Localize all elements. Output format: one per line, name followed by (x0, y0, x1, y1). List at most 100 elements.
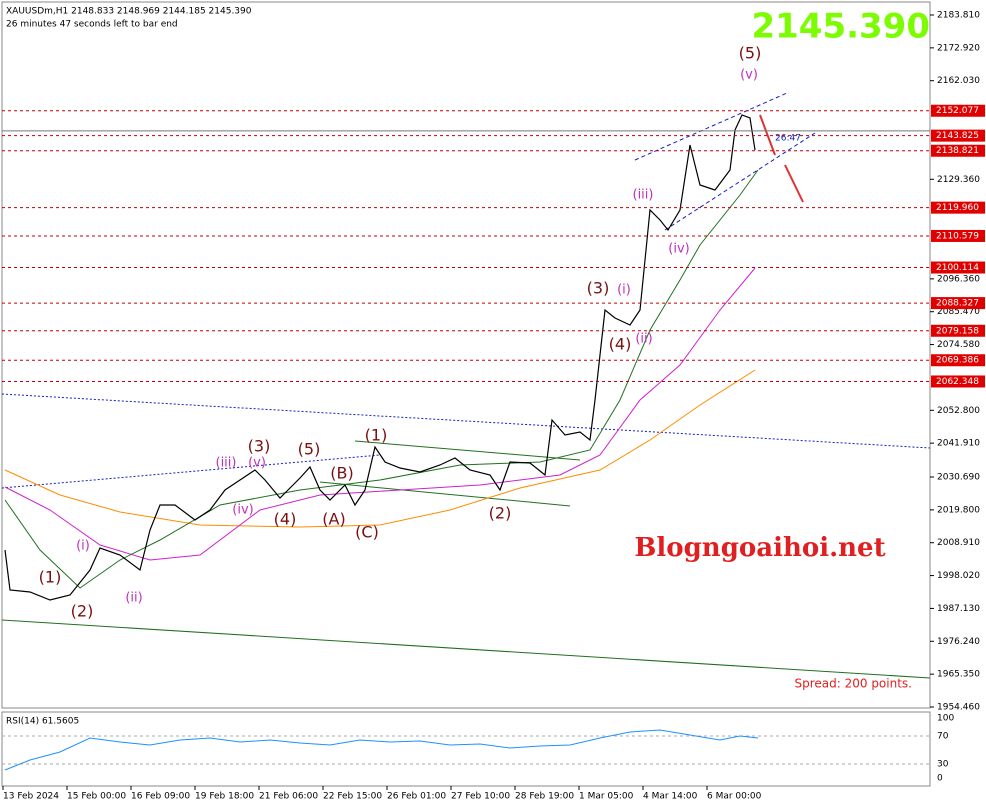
timer-line: 26 minutes 47 seconds left to bar end (6, 20, 178, 30)
wave-label: (iv) (232, 503, 253, 518)
price-label: 2008.910 (937, 538, 980, 548)
level-box (931, 354, 985, 367)
price-label: 2030.690 (937, 472, 980, 482)
wave-label: (iv) (668, 242, 689, 257)
countdown: 26:47 (775, 134, 801, 144)
moving-average (4, 369, 756, 528)
level-box (931, 324, 985, 337)
time-label: 27 Feb 10:00 (451, 792, 510, 802)
rsi-scale: 0 (937, 774, 943, 784)
level-label: 2138.821 (936, 146, 979, 156)
wave-label: (v) (740, 68, 758, 83)
level-box (931, 297, 985, 310)
time-label: 26 Feb 01:00 (387, 792, 446, 802)
trend-line (319, 481, 571, 507)
price-label: 2129.360 (937, 175, 980, 185)
level-label: 2088.327 (936, 299, 979, 309)
level-label: 2062.348 (936, 377, 979, 387)
wave-label: (iii) (216, 456, 237, 471)
time-label: 4 Mar 14:00 (643, 792, 698, 802)
time-label: 16 Feb 09:00 (131, 792, 190, 802)
level-label: 2110.579 (936, 231, 979, 241)
wave-label: (3) (587, 279, 610, 298)
rsi-line (4, 729, 759, 771)
level-box (931, 104, 985, 117)
time-label: 19 Feb 18:00 (195, 792, 254, 802)
time-label: 15 Feb 00:00 (67, 792, 126, 802)
level-label: 2143.825 (936, 131, 979, 141)
big-price: 2145.390 (751, 7, 930, 47)
level-label: 2079.158 (936, 326, 979, 336)
wave-label: (iii) (633, 188, 654, 203)
price-label: 1987.130 (937, 604, 980, 614)
wave-label: (4) (609, 335, 632, 354)
wave-label: (1) (39, 568, 62, 587)
trend-line (354, 440, 581, 461)
wave-label: (2) (489, 504, 512, 523)
level-box (931, 144, 985, 157)
wave-label: (v) (248, 456, 266, 471)
wave-label: (B) (330, 464, 353, 483)
wave-label: (i) (617, 283, 631, 298)
time-label: 6 Mar 00:00 (707, 792, 762, 802)
level-label: 2119.960 (936, 203, 979, 213)
level-label: 2152.077 (936, 106, 979, 116)
rsi-scale: 30 (937, 760, 949, 770)
moving-average (4, 267, 756, 561)
level-box (931, 229, 985, 242)
price-label: 2162.030 (937, 76, 980, 86)
trend-line (1, 454, 381, 489)
wave-label: (ii) (125, 591, 142, 606)
moving-average (4, 169, 759, 589)
price-label: 2074.580 (937, 340, 980, 350)
price-label: 2172.920 (937, 43, 980, 53)
rsi-scale: 100 (937, 714, 954, 724)
wave-label: (4) (274, 510, 297, 529)
trend-line (1, 393, 931, 449)
price-label: 1954.460 (937, 703, 980, 713)
channel-line (664, 132, 816, 231)
watermark: Blogngoaihoi.net (634, 533, 885, 563)
arrow (759, 114, 776, 156)
price-label: 1998.020 (937, 571, 980, 581)
wave-label: (i) (76, 539, 90, 554)
wave-label: (3) (248, 437, 271, 456)
wave-label: (A) (322, 510, 345, 529)
time-label: 13 Feb 2024 (3, 792, 59, 802)
wave-label: (5) (739, 44, 762, 63)
price-label: 1976.240 (937, 637, 980, 647)
price-label: 2096.360 (937, 274, 980, 284)
rsi-frame (1, 711, 931, 787)
rsi-title: RSI(14) 61.5605 (6, 717, 79, 727)
price-label: 2019.800 (937, 505, 980, 515)
wave-label: (ii) (635, 332, 652, 347)
level-box (931, 129, 985, 142)
price-label: 2041.910 (937, 439, 980, 449)
level-label: 2100.114 (936, 263, 979, 273)
spread: Spread: 200 points. (794, 677, 912, 691)
level-label: 2069.386 (936, 356, 979, 366)
rsi-scale: 70 (937, 732, 949, 742)
time-label: 1 Mar 05:00 (579, 792, 634, 802)
wave-label: (5) (298, 440, 321, 459)
symbol-line: XAUUSDm,H1 2148.833 2148.969 2144.185 21… (6, 7, 252, 17)
price-label: 2085.470 (937, 307, 980, 317)
level-box (931, 201, 985, 214)
wave-label: (C) (355, 523, 379, 542)
arrow (784, 164, 804, 203)
level-box (931, 261, 985, 274)
trend-line (1, 619, 931, 679)
level-box (931, 375, 985, 388)
time-label: 22 Feb 15:00 (323, 792, 382, 802)
time-label: 21 Feb 06:00 (259, 792, 318, 802)
price-label: 2183.810 (937, 11, 980, 21)
time-label: 28 Feb 19:00 (515, 792, 574, 802)
wave-label: (2) (71, 602, 94, 621)
wave-label: (1) (365, 426, 388, 445)
price-line (4, 114, 756, 601)
price-label: 2052.800 (937, 406, 980, 416)
main-frame (1, 1, 931, 709)
price-label: 1965.350 (937, 670, 980, 680)
